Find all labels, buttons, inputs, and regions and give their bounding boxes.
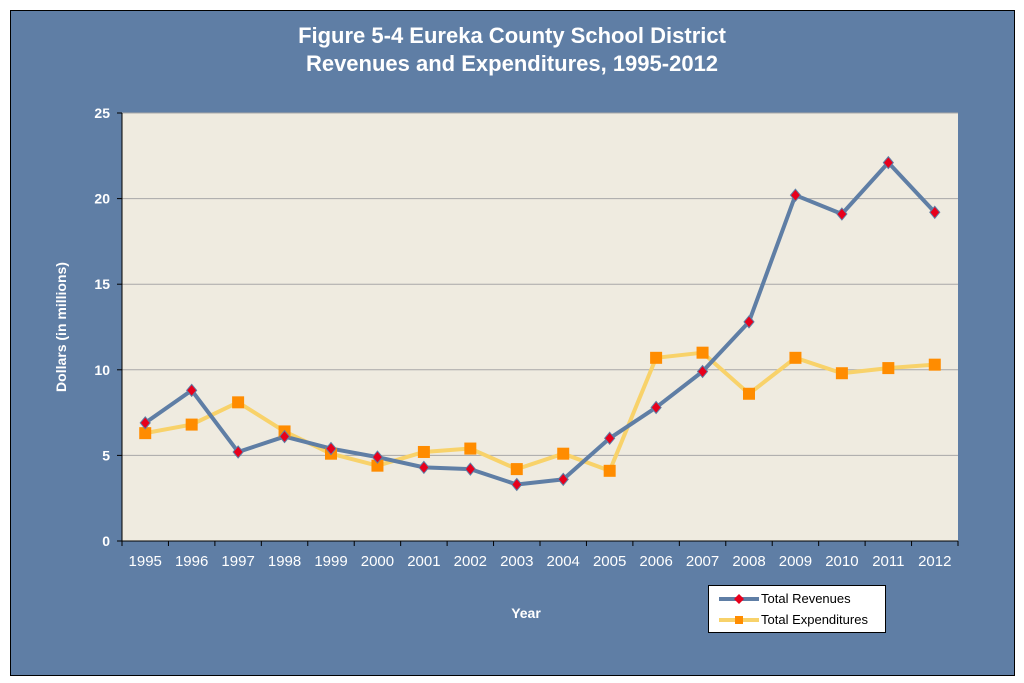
expenditures-point	[603, 464, 616, 477]
expenditures-point	[232, 396, 245, 409]
x-tick-label: 2009	[779, 553, 812, 570]
revenues-point	[511, 477, 523, 492]
revenues-legend-swatch	[719, 594, 759, 604]
expenditures-point	[139, 427, 152, 440]
x-tick-label: 2008	[732, 553, 765, 570]
x-tick-label: 2007	[686, 553, 719, 570]
revenues-point	[836, 207, 848, 221]
revenues-point	[325, 441, 337, 456]
y-tick-label: 15	[94, 276, 110, 292]
x-tick-label: 2012	[918, 553, 951, 570]
axes	[121, 113, 959, 546]
revenues-point	[882, 155, 894, 170]
x-tick-label: 1998	[268, 553, 301, 570]
x-tick-label: 1997	[221, 553, 254, 570]
x-tick-label: 2003	[500, 553, 533, 570]
expenditures-point	[371, 459, 384, 472]
x-axis-label: Year	[511, 605, 541, 621]
expenditures-series-line	[144, 350, 935, 473]
expenditures-point	[928, 358, 941, 371]
y-tick-label: 0	[102, 533, 110, 549]
revenues-point	[604, 431, 616, 446]
y-tick-label: 20	[94, 191, 110, 207]
revenues-point	[650, 400, 662, 415]
x-axis-ticks: 1995 1996 1997 1998 1999 2000 2001 2002 2003 2004…	[129, 553, 952, 570]
legend: Total Revenues Total Expenditures	[708, 585, 886, 633]
expenditures-point	[789, 351, 802, 364]
expenditures-point	[464, 442, 477, 455]
expenditures-point	[185, 418, 198, 431]
x-tick-label: 2006	[639, 553, 672, 570]
series-layer	[139, 155, 941, 492]
revenues-point	[557, 472, 569, 487]
plot-area	[122, 113, 958, 541]
chart-title: Figure 5-4 Eureka County School District…	[0, 22, 1024, 78]
expenditures-point	[650, 351, 663, 364]
legend-item-revenues: Total Revenues	[709, 589, 885, 609]
x-tick-label: 1999	[314, 553, 347, 570]
y-axis-label: Dollars (in millions)	[53, 262, 69, 392]
revenues-point	[139, 416, 151, 430]
y-tick-label: 10	[94, 362, 110, 378]
x-tick-label: 2004	[547, 553, 580, 570]
revenues-point	[371, 450, 384, 464]
legend-label-revenues: Total Revenues	[761, 591, 851, 606]
x-tick-label: 1995	[129, 553, 162, 570]
expenditures-point	[557, 447, 570, 460]
y-tick-label: 25	[94, 105, 110, 121]
revenues-point	[929, 205, 941, 220]
expenditures-point	[882, 362, 895, 375]
x-tick-label: 2000	[361, 553, 394, 570]
expenditures-point	[696, 346, 709, 359]
x-tick-label: 2010	[825, 553, 858, 570]
x-tick-label: 2002	[454, 553, 487, 570]
x-tick-label: 2001	[407, 553, 440, 570]
legend-label-expenditures: Total Expenditures	[761, 612, 868, 627]
chart-title-line-1: Figure 5-4 Eureka County School District	[298, 23, 726, 48]
revenues-point	[186, 383, 198, 398]
revenues-point	[232, 445, 244, 459]
x-tick-label: 2005	[593, 553, 626, 570]
expenditures-point	[417, 445, 430, 458]
x-tick-label: 1996	[175, 553, 208, 570]
revenues-point	[696, 364, 709, 379]
expenditures-legend-swatch	[719, 616, 759, 624]
y-tick-label: 5	[102, 447, 110, 463]
gridlines	[117, 112, 958, 542]
expenditures-point	[510, 463, 523, 476]
expenditures-point	[743, 387, 755, 400]
legend-item-expenditures: Total Expenditures	[709, 610, 885, 630]
chart-title-line-2: Revenues and Expenditures, 1995-2012	[305, 51, 719, 76]
revenues-point	[789, 188, 802, 202]
revenues-series-line	[144, 160, 937, 487]
revenues-point	[278, 429, 291, 444]
y-axis-ticks: 0 5 10 15 20 25	[94, 105, 110, 549]
x-tick-label: 2011	[872, 553, 904, 570]
revenues-point	[743, 315, 755, 329]
expenditures-point	[835, 367, 848, 380]
revenues-point	[464, 462, 476, 476]
revenues-point	[418, 460, 430, 475]
